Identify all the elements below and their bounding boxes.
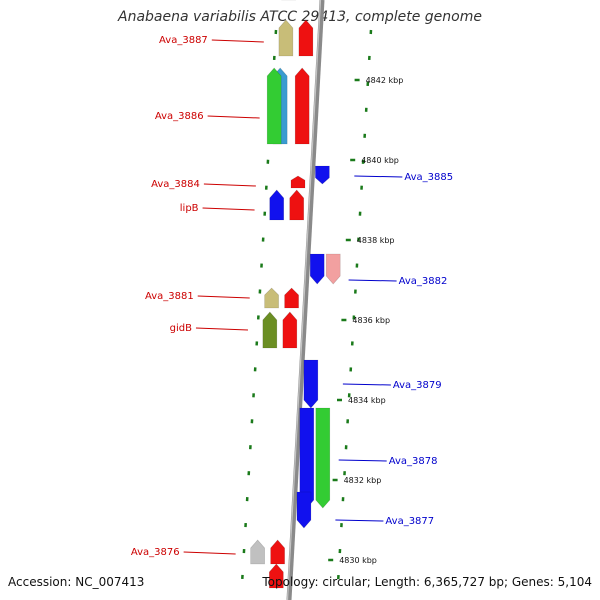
gene-ava-3876-cds (270, 539, 285, 565)
gene-ava-3878-rna (315, 407, 331, 509)
gene-label-ava-3886-leader (207, 115, 260, 119)
gene-ava-3881-cds (284, 287, 299, 309)
scale-label-4830: 4830 kbp (339, 556, 377, 565)
gene-label-ava-3878: Ava_3878 (389, 456, 438, 467)
gene-gidB-rna (262, 311, 278, 349)
gene-ava-3875-cds (269, 563, 284, 589)
gene-ava-3881-rna (264, 287, 279, 309)
gene-ava-3882-cds (309, 253, 325, 285)
gene-label-gidb: gidB (170, 323, 192, 334)
gene-label-ava-3877: Ava_3877 (385, 516, 434, 527)
gene-ava-3884-cds (290, 175, 306, 189)
gene-label-ava-3887-leader (211, 39, 264, 43)
gene-label-ava-3876: Ava_3876 (131, 547, 180, 558)
genome-backbone (286, 0, 325, 600)
gene-label-ava-3879-leader (342, 383, 391, 386)
gene-label-ava-3884-leader (203, 183, 256, 187)
gene-ava-3886-rna2 (266, 67, 282, 145)
gene-lipB-cds (289, 189, 305, 221)
gene-label-ava-3887: Ava_3887 (159, 35, 208, 46)
gene-label-lipb: lipB (180, 203, 199, 214)
scale-label-4838: 4838 kbp (357, 236, 395, 245)
gene-label-ava-3881-leader (197, 295, 250, 299)
gene-lipB-rna (269, 189, 285, 221)
scale-label-4840: 4840 kbp (361, 156, 399, 165)
gene-label-ava-3877-leader (335, 519, 384, 522)
gene-label-ava-3884: Ava_3884 (151, 179, 200, 190)
gene-label-ava-3878-leader (338, 459, 387, 462)
scale-label-4834: 4834 kbp (348, 396, 386, 405)
gene-ava-3887-rna (278, 19, 294, 57)
scale-label-4836: 4836 kbp (352, 316, 390, 325)
gene-label-ava-3876-leader (183, 551, 236, 555)
right-dotted-track (335, 29, 373, 600)
scale-label-4832: 4832 kbp (344, 476, 382, 485)
gene-gidB-cds (282, 311, 298, 349)
gene-ava-3876-rna (250, 539, 265, 565)
gene-ava-3879-cds (303, 359, 319, 409)
gene-ava-3887-cds (298, 19, 314, 57)
gene-ava-3877-cds (296, 491, 312, 529)
scale-label-4842: 4842 kbp (366, 76, 404, 85)
accession-text: Accession: NC_007413 (8, 575, 145, 589)
gene-label-ava-3885: Ava_3885 (404, 172, 453, 183)
gene-ava-3885-cds (315, 165, 330, 185)
gene-label-ava-3881: Ava_3881 (145, 291, 194, 302)
gene-label-lipb-leader (202, 207, 255, 211)
gene-ava-3882-rna (325, 253, 341, 285)
gene-label-ava-3886: Ava_3886 (155, 111, 204, 122)
gene-label-ava-3885-leader (354, 175, 403, 178)
genome-backbone-highlight (286, 0, 322, 600)
genome-title: Anabaena variabilis ATCC 29413, complete… (118, 9, 482, 25)
gene-label-ava-3882: Ava_3882 (399, 276, 448, 287)
gene-label-ava-3879: Ava_3879 (393, 380, 442, 391)
gene-label-gidb-leader (195, 327, 248, 331)
gene-label-ava-3882-leader (348, 279, 397, 282)
genome-summary-text: Topology: circular; Length: 6,365,727 bp… (262, 575, 592, 589)
gene-ava-3886-cds (294, 67, 310, 145)
